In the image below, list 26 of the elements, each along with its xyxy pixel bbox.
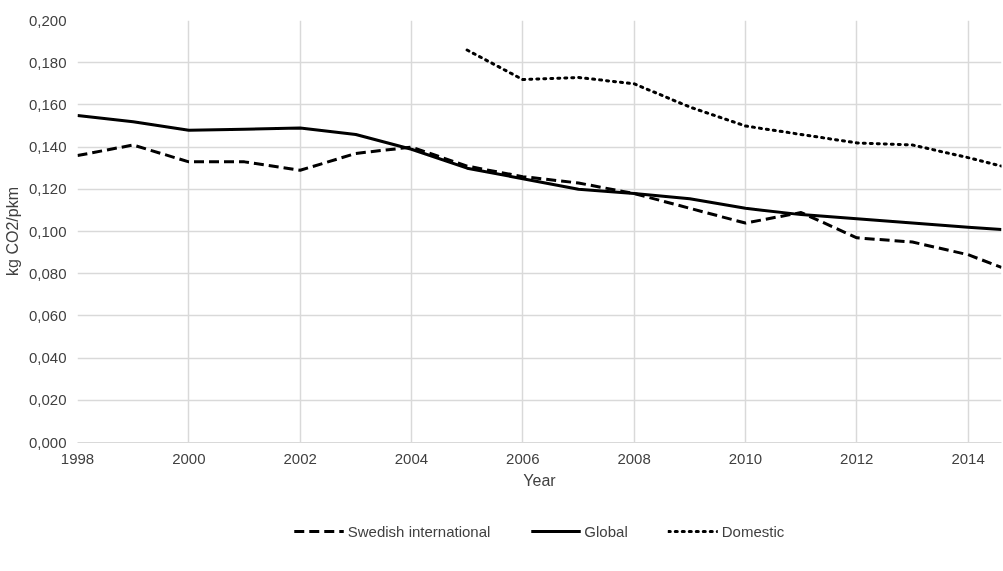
legend-label: Swedish international <box>347 522 491 540</box>
y-axis-title: kg CO2/pkm <box>3 187 21 276</box>
y-tick-label: 0,020 <box>28 391 67 409</box>
y-tick-label: 0,120 <box>28 180 67 198</box>
y-tick-label: 0,080 <box>28 264 67 282</box>
y-tick-label: 0,140 <box>28 138 67 156</box>
x-tick-label: 2002 <box>283 449 317 467</box>
legend-label: Domestic <box>721 522 785 540</box>
y-tick-label: 0,060 <box>28 306 67 324</box>
y-tick-label: 0,100 <box>28 222 67 240</box>
legend-label: Global <box>584 522 628 540</box>
x-tick-label: 2010 <box>728 449 763 467</box>
y-tick-label: 0,180 <box>28 53 67 71</box>
x-tick-label: 2006 <box>506 449 540 467</box>
y-tick-label: 0,160 <box>28 95 67 113</box>
x-tick-label: 2012 <box>840 449 874 467</box>
y-tick-label: 0,000 <box>28 433 67 451</box>
line-series <box>465 48 1002 168</box>
y-tick-label: 0,200 <box>28 11 67 29</box>
x-tick-label: 1998 <box>60 449 95 467</box>
x-tick-label: 2008 <box>617 449 651 467</box>
x-tick-label: 2014 <box>951 449 985 467</box>
y-tick-label: 0,040 <box>28 349 67 367</box>
x-tick-label: 2004 <box>394 449 429 467</box>
x-axis-title: Year <box>523 471 557 489</box>
x-tick-label: 2000 <box>172 449 206 467</box>
